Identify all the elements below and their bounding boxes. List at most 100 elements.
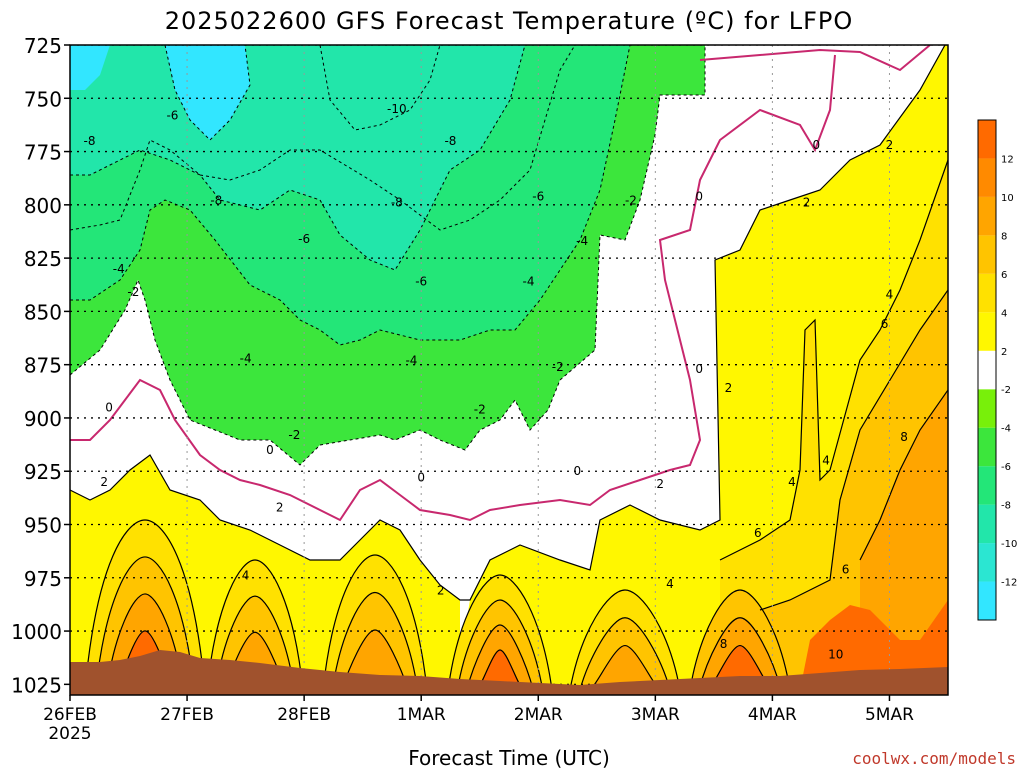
contour-label: -8 (84, 134, 96, 148)
y-tick-label: 775 (24, 141, 62, 165)
y-tick-label: 725 (24, 34, 62, 58)
colorbar-label: -6 (1001, 462, 1011, 473)
contour-zero-upper (699, 45, 931, 72)
colorbar-label: -4 (1001, 424, 1011, 435)
colorbar-swatch (978, 466, 996, 505)
colorbar-label: 12 (1001, 154, 1014, 165)
y-tick-label: 975 (24, 567, 62, 591)
contour-label: -4 (576, 234, 588, 248)
contour-label: -2 (288, 428, 300, 442)
contour-label: -2 (552, 360, 564, 374)
colorbar-label: -10 (1001, 539, 1017, 550)
contour-label: -10 (387, 102, 407, 116)
y-tick-label: 950 (24, 514, 62, 538)
colorbar-swatch (978, 273, 996, 313)
ground-surface (70, 650, 948, 695)
contour-label: 2 (100, 475, 108, 489)
x-tick-label: 1MAR (397, 705, 446, 725)
contour-label: 2 (725, 381, 733, 395)
y-tick-label: 825 (24, 247, 62, 271)
contour-label: -2 (474, 402, 486, 416)
contour-label: 2 (886, 138, 894, 152)
contour-plus4 (719, 159, 948, 561)
contour-label: 8 (720, 637, 728, 651)
contour-label: 0 (266, 443, 274, 457)
colorbar-swatch (978, 389, 996, 428)
colorbar-swatch (978, 350, 996, 390)
colorbar-label: 10 (1001, 193, 1014, 204)
contour-label: 0 (417, 471, 425, 485)
x-axis-title: Forecast Time (UTC) (408, 746, 610, 768)
y-tick-label: 750 (24, 87, 62, 111)
x-tick-label: 3MAR (631, 705, 680, 725)
colorbar-swatch (978, 543, 996, 582)
contour-zero (70, 54, 836, 522)
y-tick-label: 875 (24, 354, 62, 378)
credit-text: coolwx.com/models (852, 749, 1016, 768)
contour-label: -6 (415, 275, 427, 289)
contour-label: 6 (881, 317, 889, 331)
contour-minus2 (70, 45, 706, 466)
colorbar-label: 8 (1001, 231, 1007, 242)
x-tick-label: 26FEB (43, 705, 97, 725)
contour-minus8 (70, 45, 526, 271)
plot-frame (69, 44, 949, 696)
contour-label: 0 (573, 464, 581, 478)
contour-minus10 (164, 45, 251, 141)
contour-label: 0 (812, 138, 820, 152)
colorbar-swatch (978, 427, 996, 467)
colorbar-label: 2 (1001, 347, 1007, 358)
contour-label: 2 (437, 584, 445, 598)
y-tick-label: 1000 (11, 620, 62, 644)
colorbar-swatch (978, 504, 996, 544)
zone-below-minus10-west (70, 45, 110, 90)
chart-title: 2025022600 GFS Forecast Temperature (ºC)… (165, 7, 854, 35)
colorbar-swatch (978, 235, 996, 274)
contour-label: -4 (113, 262, 125, 276)
y-tick-label: 850 (24, 300, 62, 324)
contour-label: -6 (298, 232, 310, 246)
colorbar: -12 -10 -8 -6 -4 -2 2 4 6 8 10 12 (977, 119, 1017, 621)
zone-8-to-10 (860, 390, 948, 690)
colorbar-swatch (978, 120, 996, 159)
y-tick-label: 800 (24, 194, 62, 218)
contour-label: 2 (803, 196, 811, 210)
colorbar-label: -12 (1001, 578, 1017, 589)
colorbar-swatch (978, 581, 996, 620)
contour-label: 4 (788, 475, 796, 489)
colorbar-label: 4 (1001, 308, 1007, 319)
x-tick-year-label: 2025 (48, 724, 91, 744)
contour-label: -4 (240, 351, 252, 365)
contour-label: 4 (886, 287, 894, 301)
contour-label: 8 (900, 430, 908, 444)
contour-label: 10 (828, 648, 843, 662)
contour-minus6 (70, 45, 576, 231)
contour-label: -6 (166, 108, 178, 122)
y-tick-label: 900 (24, 407, 62, 431)
colorbar-frame (977, 119, 997, 621)
x-tick-label: 28FEB (277, 705, 331, 725)
contour-label: 2 (656, 477, 664, 491)
contour-label: 0 (695, 362, 703, 376)
x-tick-label: 5MAR (865, 705, 914, 725)
contour-label: -8 (444, 134, 456, 148)
y-tick-label: 925 (24, 460, 62, 484)
contour-label: -6 (532, 189, 544, 203)
contour-label: -2 (625, 194, 637, 208)
colorbar-swatch (978, 196, 996, 236)
contour-plus2 (70, 45, 946, 601)
contour-label: -4 (405, 353, 417, 367)
contour-label: 6 (842, 562, 850, 576)
colorbar-swatch (978, 158, 996, 197)
zone-below-minus10 (165, 45, 250, 140)
contour-label: 2 (276, 500, 284, 514)
contour-label: -8 (210, 194, 222, 208)
contour-label: 0 (105, 400, 113, 414)
y-axis: 725 750 775 800 825 850 875 900 925 950 975 1000 102… (11, 34, 70, 697)
colorbar-label: -2 (1001, 385, 1011, 396)
contour-label: 4 (666, 577, 674, 591)
contour-label: -8 (391, 196, 403, 210)
colorbar-swatch (978, 312, 996, 351)
colorbar-label: -8 (1001, 501, 1011, 512)
